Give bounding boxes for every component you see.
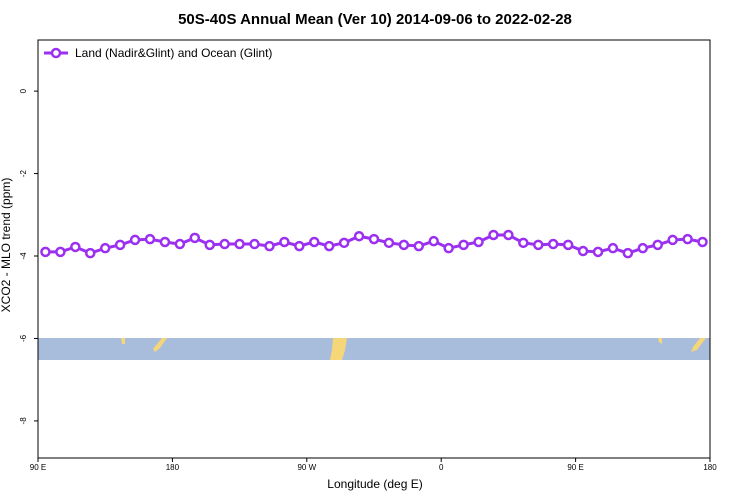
data-point	[279, 236, 290, 248]
data-point	[682, 233, 693, 245]
data-point	[353, 230, 365, 242]
data-point	[368, 233, 380, 245]
data-point	[264, 240, 275, 252]
data-point	[637, 242, 649, 254]
data-point	[473, 236, 484, 248]
x-tick-label: 90 E	[567, 463, 583, 472]
data-point	[144, 233, 156, 245]
data-point	[607, 242, 619, 254]
data-point	[547, 238, 559, 250]
data-point	[592, 246, 604, 258]
data-point	[249, 238, 260, 250]
data-point	[40, 246, 51, 258]
y-tick-label: -4	[19, 252, 28, 260]
data-point	[428, 235, 439, 247]
data-point	[174, 238, 186, 250]
x-tick-label: 90 W	[297, 463, 316, 472]
data-point	[159, 236, 171, 248]
data-point	[652, 239, 663, 251]
x-axis-label: Longitude (deg E)	[327, 477, 422, 491]
legend-label: Land (Nadir&Glint) and Ocean (Glint)	[75, 46, 272, 60]
data-point	[622, 247, 634, 259]
data-point	[294, 240, 305, 252]
land	[658, 338, 662, 344]
x-tick-label: 180	[166, 463, 180, 472]
plot-frame	[37, 39, 711, 459]
data-point	[458, 239, 469, 251]
y-tick-label: 0	[19, 88, 28, 93]
x-tick-label: 180	[703, 463, 717, 472]
y-tick-label: -6	[19, 334, 28, 342]
data-point	[443, 242, 454, 254]
data-point	[70, 241, 81, 253]
data-point	[503, 229, 514, 241]
data-point	[55, 246, 66, 258]
data-point	[518, 237, 529, 249]
data-point	[85, 247, 96, 259]
map-strip	[38, 338, 710, 360]
data-point	[398, 239, 410, 251]
land	[330, 338, 347, 360]
land	[121, 338, 125, 344]
x-tick-label: 0	[439, 463, 444, 472]
chart-title: 50S-40S Annual Mean (Ver 10) 2014-09-06 …	[178, 11, 572, 28]
data-point	[383, 237, 395, 249]
y-axis-label: XCO2 - MLO trend (ppm)	[0, 178, 13, 313]
ocean-band	[38, 338, 710, 360]
legend-marker	[50, 47, 62, 59]
data-point	[99, 242, 111, 254]
data-point	[204, 239, 215, 251]
data-point	[234, 238, 245, 250]
data-point	[697, 236, 708, 248]
y-tick-label: -2	[19, 169, 28, 177]
data-point	[189, 232, 201, 244]
data-point	[323, 240, 335, 252]
data-point	[413, 240, 425, 252]
y-tick-label: -8	[19, 417, 28, 425]
data-point	[533, 239, 544, 251]
data-point	[129, 234, 141, 246]
data-point	[488, 229, 499, 241]
x-tick-label: 90 E	[30, 463, 46, 472]
data-point	[219, 238, 230, 250]
data-point	[114, 239, 126, 251]
data-point	[338, 237, 350, 249]
land	[153, 338, 167, 352]
land	[691, 338, 706, 352]
data-point	[309, 236, 320, 248]
data-point	[562, 239, 574, 251]
data-point	[667, 234, 678, 246]
data-point	[577, 245, 589, 257]
